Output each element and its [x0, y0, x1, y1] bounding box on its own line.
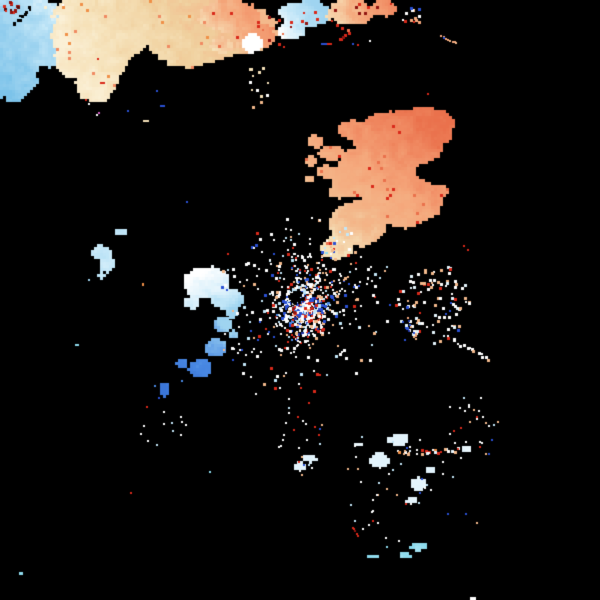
radar-display [0, 0, 600, 600]
radar-image [0, 0, 600, 600]
